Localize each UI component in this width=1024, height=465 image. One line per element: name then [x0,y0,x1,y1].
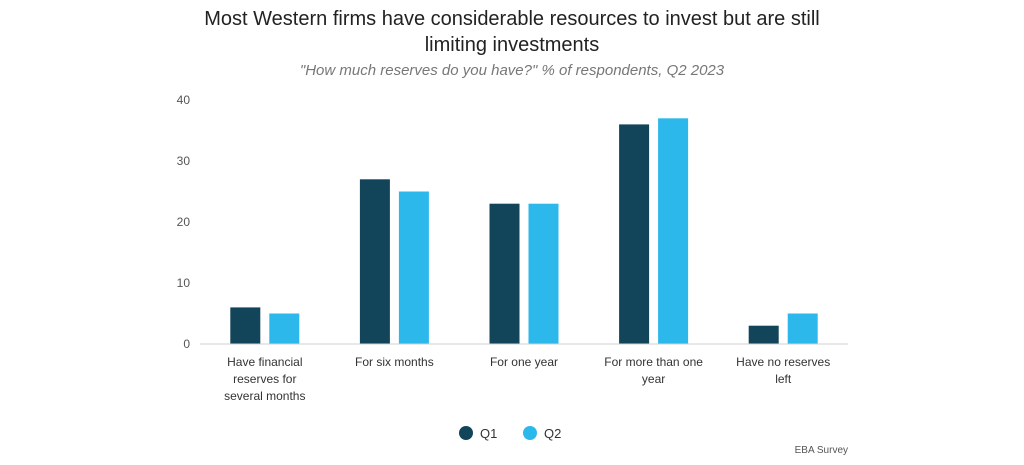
y-tick-label: 10 [177,276,191,290]
legend-label-q2: Q2 [544,426,561,441]
x-tick-label: For six months [355,355,434,369]
bar-q1 [230,307,261,344]
bar-q2 [787,313,818,344]
legend-marker-q1 [459,426,473,440]
bar-q1 [748,325,779,344]
chart-subtitle: "How much reserves do you have?" % of re… [299,62,725,79]
bar-q1 [359,179,390,344]
x-tick-label: Have financial reserves for several months [224,355,305,403]
bar-q1 [619,124,650,345]
bar-q2 [658,118,689,344]
x-axis-labels: Have financial reserves for several months… [224,355,830,403]
y-tick-label: 20 [177,215,191,229]
y-tick-label: 30 [177,154,191,168]
bars [230,118,818,345]
bar-q1 [489,203,520,344]
legend-marker-q2 [523,426,537,440]
legend: Q1 Q2 [459,426,561,441]
y-axis: 0 10 20 30 40 [177,93,191,351]
x-tick-label: For more than one year [604,355,703,386]
chart-title: Most Western firms have considerable res… [204,8,820,56]
bar-q2 [269,313,300,344]
y-tick-label: 40 [177,93,191,107]
legend-label-q1: Q1 [480,426,497,441]
source-note: EBA Survey [794,445,848,456]
x-tick-label: For one year [490,355,558,369]
bar-q2 [528,203,559,344]
bar-q2 [398,191,429,344]
x-tick-label: Have no reserves left [736,355,830,386]
y-tick-label: 0 [183,337,190,351]
